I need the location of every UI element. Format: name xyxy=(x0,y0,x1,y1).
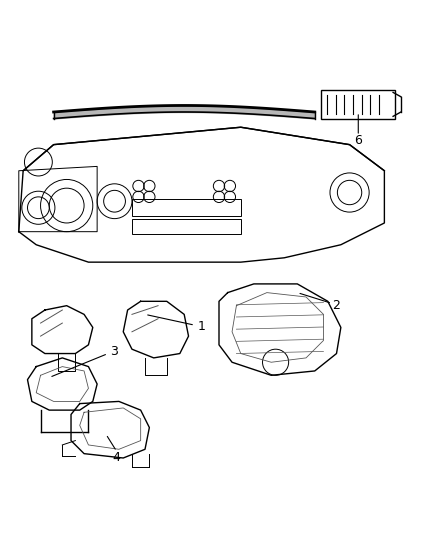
Text: 6: 6 xyxy=(354,134,362,147)
Text: 3: 3 xyxy=(110,345,118,358)
Text: 1: 1 xyxy=(198,320,205,333)
Text: 4: 4 xyxy=(113,450,120,464)
Text: 2: 2 xyxy=(332,299,340,312)
